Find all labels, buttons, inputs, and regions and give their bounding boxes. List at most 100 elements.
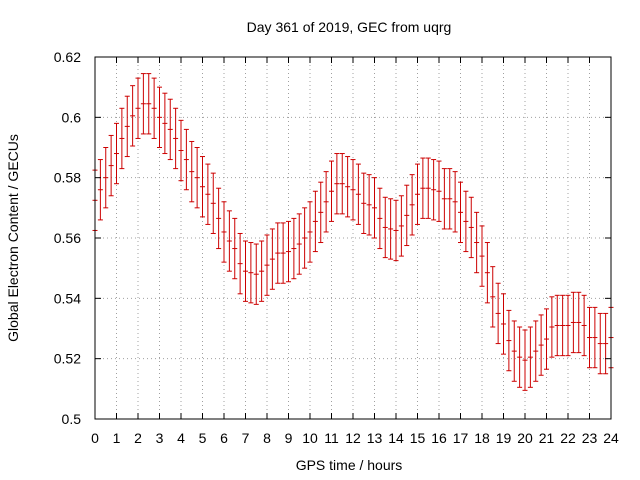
error-bar-point	[178, 119, 184, 182]
error-bar-point	[544, 308, 549, 370]
error-bar-point	[350, 159, 356, 221]
x-tick-label: 1	[113, 430, 121, 446]
error-bar-point	[377, 187, 383, 250]
error-bar-point	[140, 73, 146, 135]
error-bar-point	[108, 134, 114, 197]
error-bar-point	[157, 86, 162, 148]
error-bar-point	[474, 211, 480, 274]
error-bar-point	[103, 147, 109, 209]
error-bar-point	[275, 222, 281, 284]
error-bar-point	[511, 320, 517, 382]
error-bar-point	[570, 291, 576, 354]
error-bar-point	[554, 294, 560, 357]
error-bar-point	[296, 213, 302, 275]
error-bar-point	[221, 201, 227, 263]
y-axis-label: Global Electron Content / GECUs	[5, 134, 21, 342]
y-tick-label: 0.62	[54, 49, 81, 65]
error-bar-point	[388, 198, 394, 260]
error-bar-point	[205, 163, 211, 225]
x-tick-label: 8	[263, 430, 271, 446]
error-bar-point	[495, 282, 501, 345]
error-bar-point	[533, 320, 539, 382]
error-bar-point	[436, 160, 442, 222]
x-tick-label: 14	[388, 430, 404, 446]
error-bar-point	[398, 195, 404, 257]
error-bar-point	[425, 157, 431, 219]
error-bar-point	[135, 77, 141, 139]
x-tick-label: 4	[177, 430, 185, 446]
x-tick-label: 3	[156, 430, 164, 446]
error-bar-point	[130, 85, 136, 147]
x-tick-label: 11	[324, 430, 339, 446]
error-bar-point	[415, 163, 420, 225]
error-bar-point	[318, 181, 324, 244]
error-bar-point	[216, 187, 222, 250]
error-bar-point	[167, 98, 173, 161]
x-tick-label: 13	[367, 430, 383, 446]
error-bar-point	[302, 207, 308, 269]
error-bar-point	[576, 291, 582, 354]
error-bar-point	[382, 196, 388, 259]
error-bar-point	[587, 306, 592, 369]
error-bar-point	[597, 312, 603, 375]
x-tick-label: 5	[199, 430, 207, 446]
error-bar-point	[420, 157, 426, 219]
error-bar-point	[286, 220, 291, 283]
error-bar-point	[538, 314, 544, 376]
error-bar-point	[431, 159, 437, 221]
error-bar-point	[334, 153, 340, 215]
x-tick-label: 19	[496, 430, 512, 446]
error-bar-point	[189, 140, 195, 203]
error-bar-point	[329, 160, 334, 222]
error-bar-point	[581, 294, 587, 357]
error-bar-point	[565, 294, 571, 357]
error-bar-point	[151, 77, 157, 139]
error-bar-point	[280, 222, 286, 284]
x-tick-label: 15	[410, 430, 426, 446]
x-tick-label: 21	[539, 430, 555, 446]
error-bar-point	[253, 243, 259, 305]
y-tick-labels: 0.5 0.52 0.54 0.56 0.58 0.6 0.62	[54, 49, 81, 427]
error-bar-point	[232, 217, 238, 280]
error-bar-point	[345, 156, 351, 218]
x-tick-label: 18	[474, 430, 490, 446]
y-tick-label: 0.56	[54, 230, 81, 246]
error-bar-point	[527, 326, 533, 388]
error-bar-point	[479, 225, 485, 287]
error-bar-point	[361, 172, 367, 234]
y-tick-label: 0.6	[62, 109, 82, 125]
error-bar-point	[458, 181, 463, 244]
error-bar-point	[463, 190, 469, 253]
error-bar-point	[323, 171, 329, 233]
chart-title: Day 361 of 2019, GEC from uqrg	[247, 19, 452, 35]
error-bar-point	[441, 168, 447, 230]
error-bar-point	[173, 107, 179, 170]
error-bar-point	[517, 326, 523, 388]
y-tick-label: 0.54	[54, 290, 81, 306]
error-bar-point	[248, 242, 254, 304]
error-bar-point	[291, 217, 297, 280]
x-tick-label: 7	[242, 430, 250, 446]
error-bar-point	[501, 293, 506, 355]
error-bar-point	[603, 312, 609, 375]
x-axis-label: GPS time / hours	[296, 457, 403, 473]
error-bar-point	[447, 168, 453, 230]
error-bar-point	[549, 296, 555, 358]
error-bar-point	[592, 306, 598, 369]
error-bar-point	[393, 199, 399, 262]
x-tick-labels: 0 1 2 3 4 5 6 7 8 9 10 11 12 13 14 15 16 17 18 19 20 21 22 23 24	[91, 430, 619, 446]
error-bar-point	[226, 210, 232, 272]
y-tick-label: 0.58	[54, 170, 81, 186]
data-series	[92, 73, 614, 391]
error-bar-point	[307, 201, 313, 263]
x-tick-label: 0	[91, 430, 99, 446]
error-bar-point	[97, 159, 103, 221]
error-bar-point	[124, 95, 130, 158]
x-tick-label: 16	[431, 430, 447, 446]
error-bar-point	[404, 184, 410, 247]
error-bar-point	[237, 232, 243, 295]
error-bar-point	[484, 242, 490, 304]
x-tick-label: 9	[285, 430, 293, 446]
